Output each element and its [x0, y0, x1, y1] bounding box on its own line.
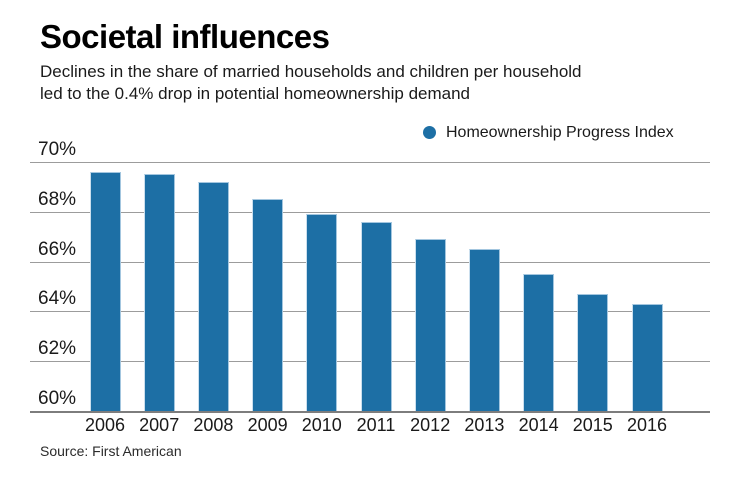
x-tick-label: 2015: [572, 415, 613, 435]
x-tick-label: 2010: [301, 415, 342, 435]
y-tick-label: 70%: [38, 139, 77, 160]
bar-2010: [306, 214, 338, 411]
legend: Homeownership Progress Index: [423, 122, 674, 143]
x-tick-label: 2006: [84, 415, 126, 435]
x-tick-label: 2016: [626, 415, 668, 435]
bar-2009: [252, 199, 284, 411]
x-tick-label: 2007: [139, 415, 180, 435]
bar-2008: [197, 181, 229, 411]
chart-subtitle-line1: Declines in the share of married househo…: [40, 62, 582, 81]
y-tick-label: 60%: [38, 388, 77, 409]
x-tick-label: 2013: [464, 415, 505, 435]
x-axis-line: [30, 411, 710, 413]
gridline: [30, 162, 710, 163]
y-tick-label: 66%: [38, 238, 77, 260]
bar-2007: [143, 174, 175, 411]
legend-label: Homeownership Progress Index: [446, 123, 674, 141]
chart-subtitle-line2: led to the 0.4% drop in potential homeow…: [40, 84, 471, 103]
x-tick-label: 2014: [518, 415, 559, 435]
x-tick-label: 2011: [356, 415, 396, 435]
chart-subtitle: Declines in the share of married househo…: [40, 61, 582, 105]
y-tick-label: 68%: [38, 188, 77, 210]
x-tick-label: 2012: [410, 415, 451, 435]
bar-2013: [468, 249, 500, 411]
plot-area: 70% 68% 66% 64% 62% 60% 2006 2007 2008 2009 2010 20…: [30, 139, 710, 435]
x-tick-label: 2008: [193, 415, 234, 435]
gridline: [30, 211, 710, 213]
bar-2016: [631, 303, 663, 411]
y-tick-label: 62%: [38, 338, 77, 360]
bar-2006: [89, 171, 121, 411]
source-note: Source: First American: [40, 443, 182, 459]
bar-2011: [360, 221, 392, 411]
x-tick-label: 2009: [247, 415, 288, 435]
chart-title: Societal influences: [40, 18, 330, 55]
bar-2015: [577, 293, 609, 411]
bar-2014: [523, 274, 555, 411]
bar-2012: [414, 239, 446, 411]
y-tick-label: 64%: [38, 288, 77, 310]
legend-marker-icon: [423, 126, 436, 139]
